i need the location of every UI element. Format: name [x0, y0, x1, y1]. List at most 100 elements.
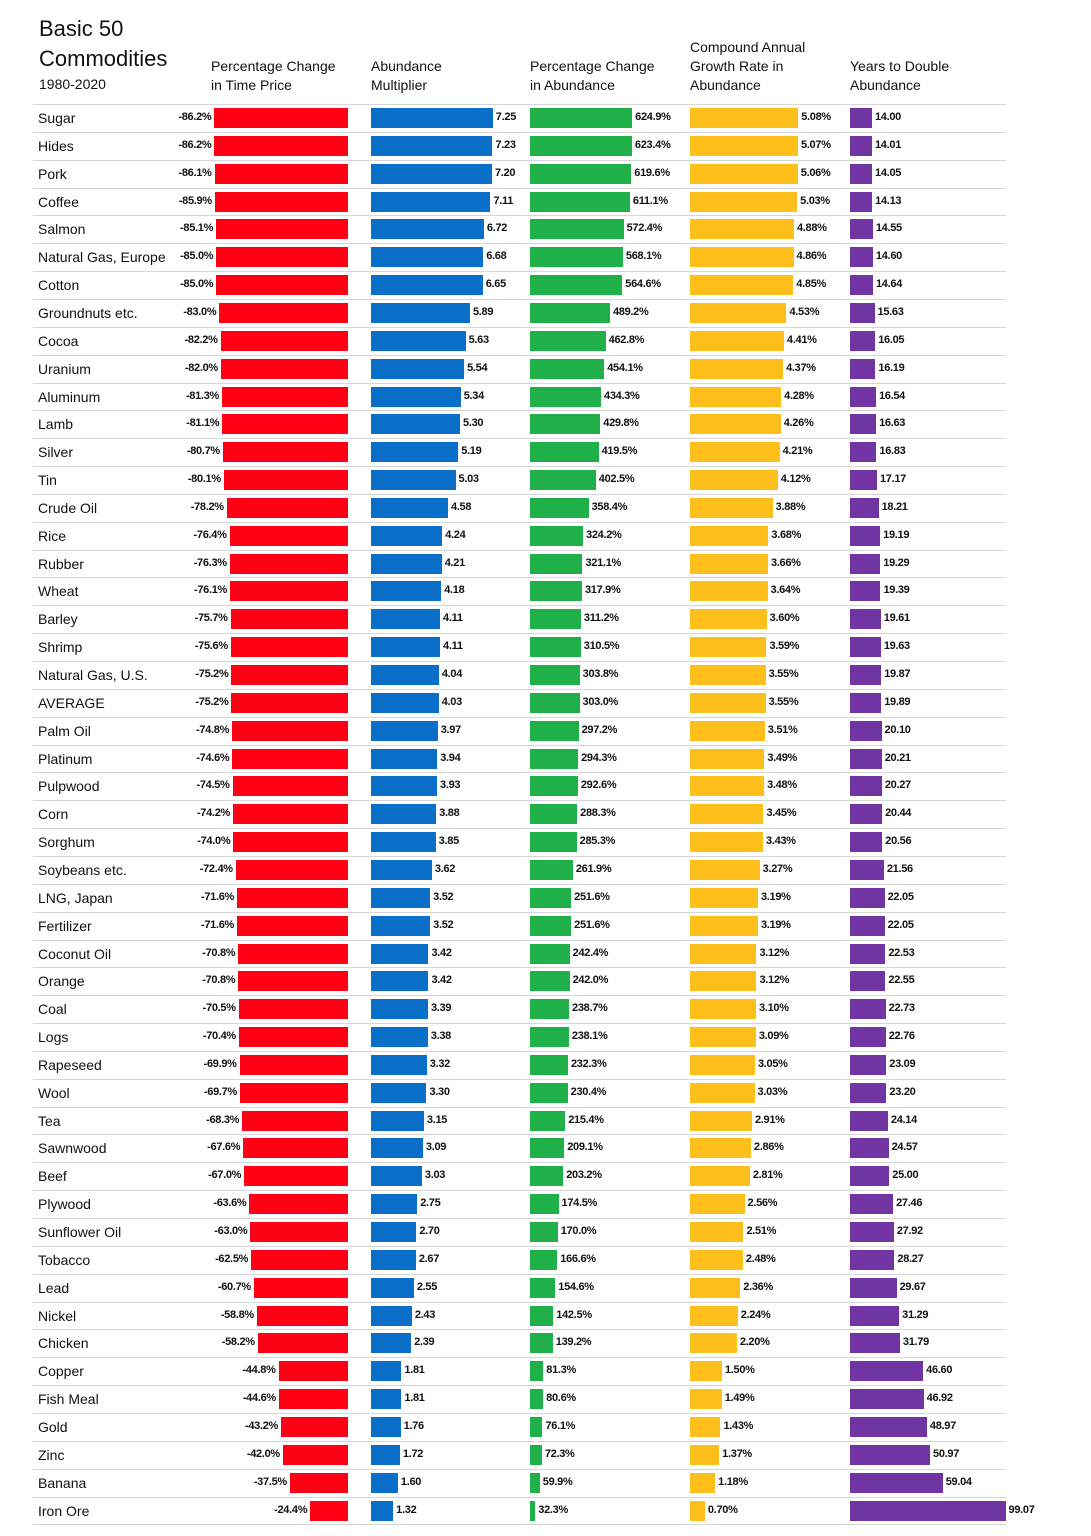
abundance-change-label: 303.8%	[582, 668, 619, 680]
multiplier-label: 1.32	[396, 1503, 417, 1516]
multiplier-label: 3.94	[440, 751, 461, 764]
multiplier-label: 2.75	[420, 1197, 441, 1210]
row-divider	[33, 438, 1006, 440]
row-divider	[33, 911, 1006, 913]
time-price-label: -24.4%	[274, 1503, 308, 1516]
abundance-change-bar	[530, 1110, 566, 1131]
multiplier-label: 4.24	[445, 528, 466, 541]
years-to-double-bar	[850, 191, 873, 212]
time-price-label: -69.9%	[203, 1057, 237, 1070]
multiplier-bar	[371, 275, 483, 296]
row-divider	[33, 493, 1006, 495]
cagr-bar	[690, 219, 794, 240]
time-price-label: -80.7%	[186, 445, 220, 458]
time-price-bar	[238, 971, 348, 992]
cagr-label: 5.08%	[801, 111, 831, 123]
abundance-change-bar	[530, 1082, 568, 1103]
multiplier-bar	[371, 1222, 417, 1242]
commodity-name: Rapeseed	[38, 1056, 102, 1073]
table-row: Sunflower Oil -63.0% 2.70 170.0% 2.51% 27.92	[0, 1218, 1091, 1246]
time-price-bar	[214, 108, 348, 128]
row-divider	[33, 939, 1006, 941]
row-divider	[33, 1245, 1006, 1247]
time-price-label: -85.9%	[178, 194, 212, 207]
cagr-bar	[690, 358, 784, 379]
years-to-double-bar	[850, 1472, 943, 1493]
chart-subtitle: 1980-2020	[39, 76, 106, 92]
abundance-change-label: 402.5%	[598, 473, 635, 486]
years-to-double-bar	[850, 1333, 900, 1354]
cagr-bar	[690, 1444, 720, 1465]
years-to-double-bar	[850, 859, 884, 880]
time-price-label: -86.2%	[178, 138, 212, 151]
multiplier-bar	[371, 330, 466, 351]
time-price-label: -44.8%	[242, 1364, 276, 1377]
commodity-name: Natural Gas, Europe	[38, 249, 166, 266]
time-price-label: -83.0%	[183, 305, 217, 318]
abundance-change-label: 311.2%	[583, 612, 619, 625]
abundance-change-label: 292.6%	[580, 779, 617, 792]
abundance-change-label: 238.7%	[572, 1002, 608, 1015]
multiplier-label: 4.21	[444, 556, 466, 569]
table-row: Nickel -58.8% 2.43 142.5% 2.24% 31.29	[0, 1302, 1091, 1330]
commodity-name: Rubber	[38, 555, 84, 572]
cagr-label: 3.59%	[769, 640, 800, 653]
commodity-name: Palm Oil	[38, 722, 91, 739]
row-divider	[33, 549, 1006, 551]
cagr-label: 3.88%	[775, 500, 806, 513]
time-price-bar	[278, 1389, 348, 1410]
cagr-bar	[690, 1027, 756, 1048]
abundance-change-label: 174.5%	[561, 1197, 598, 1210]
years-to-double-bar	[850, 1305, 900, 1326]
cagr-bar	[690, 581, 768, 602]
row-divider	[33, 187, 1006, 189]
time-price-label: -85.0%	[180, 278, 214, 291]
cagr-label: 2.51%	[746, 1225, 777, 1237]
cagr-bar	[690, 999, 757, 1020]
row-divider	[33, 466, 1006, 468]
time-price-label: -62.5%	[215, 1252, 249, 1265]
multiplier-label: 3.39	[430, 1002, 452, 1015]
multiplier-bar	[371, 525, 443, 546]
abundance-change-bar	[530, 470, 596, 491]
abundance-change-bar	[530, 804, 578, 825]
multiplier-bar	[371, 1333, 412, 1354]
years-to-double-bar	[850, 247, 873, 268]
column-header-line: Abundance	[850, 77, 921, 93]
time-price-bar	[250, 1222, 348, 1242]
cagr-bar	[690, 637, 767, 658]
years-to-double-bar	[850, 442, 877, 463]
years-to-double-label: 46.92	[926, 1392, 953, 1405]
years-to-double-bar	[850, 1110, 888, 1131]
table-row: Sorghum -74.0% 3.85 285.3% 3.43% 20.56	[0, 828, 1091, 856]
table-row: Orange -70.8% 3.42 242.0% 3.12% 22.55	[0, 967, 1091, 995]
abundance-change-bar	[530, 720, 579, 741]
years-to-double-bar	[850, 1138, 889, 1159]
time-price-label: -74.2%	[196, 807, 230, 820]
table-row: Pork -86.1% 7.20 619.6% 5.06% 14.05	[0, 160, 1091, 188]
table-row: LNG, Japan -71.6% 3.52 251.6% 3.19% 22.05	[0, 884, 1091, 912]
row-divider	[33, 1078, 1006, 1080]
time-price-label: -37.5%	[253, 1475, 287, 1488]
commodity-name: Tobacco	[38, 1251, 91, 1268]
years-to-double-bar	[850, 776, 882, 797]
cagr-label: 3.19%	[760, 890, 791, 903]
years-to-double-bar	[850, 832, 883, 853]
years-to-double-label: 19.89	[884, 695, 911, 708]
years-to-double-bar	[850, 637, 881, 658]
commodity-name: Natural Gas, U.S.	[38, 667, 148, 683]
abundance-change-label: 288.3%	[580, 807, 616, 820]
abundance-change-label: 251.6%	[574, 890, 610, 903]
cagr-label: 3.03%	[757, 1085, 788, 1098]
cagr-bar	[690, 163, 798, 184]
row-divider	[33, 1134, 1006, 1136]
commodity-name: Tin	[38, 472, 57, 489]
commodity-name: Lead	[38, 1279, 70, 1296]
table-row: AVERAGE -75.2% 4.03 303.0% 3.55% 19.89	[0, 689, 1091, 717]
years-to-double-label: 22.73	[888, 1002, 915, 1015]
cagr-bar	[690, 971, 757, 992]
time-price-bar	[214, 163, 348, 184]
multiplier-label: 5.63	[468, 333, 490, 346]
years-to-double-label: 20.21	[884, 751, 911, 764]
multiplier-bar	[371, 1249, 416, 1270]
